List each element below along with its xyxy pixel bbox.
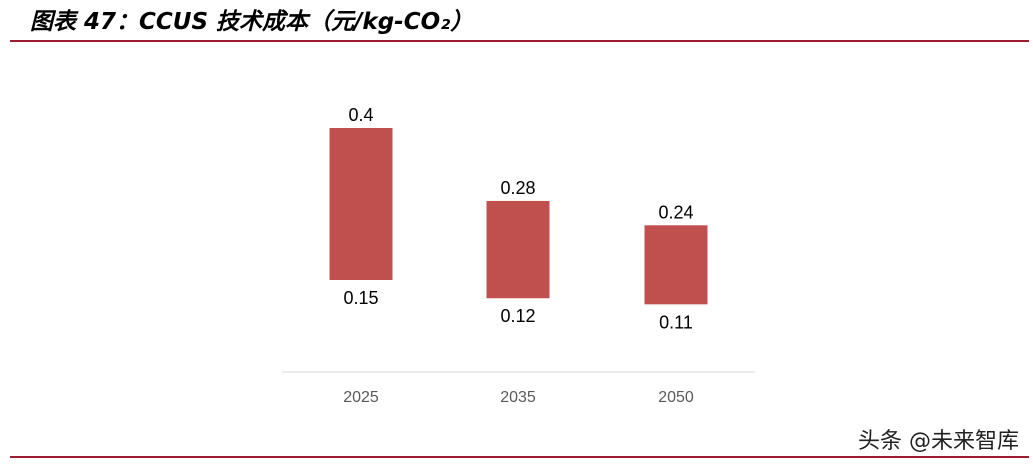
low-label-2050: 0.11 [659, 312, 693, 332]
bars-layer: 0.4 0.15 2025 0.28 0.12 2035 0.24 0.11 2050 [329, 105, 708, 406]
high-label-2035: 0.28 [500, 178, 535, 198]
top-divider [10, 40, 1029, 42]
bottom-divider [10, 456, 1029, 458]
bar-2050 [644, 225, 708, 305]
x-tick-2035: 2035 [500, 389, 536, 406]
high-label-2025: 0.4 [348, 105, 373, 125]
high-label-2050: 0.24 [658, 202, 693, 222]
watermark: 头条 @未来智库 [858, 429, 1019, 454]
bar-2035 [486, 200, 550, 299]
low-label-2025: 0.15 [343, 288, 378, 308]
bar-2025 [329, 128, 393, 280]
x-tick-2025: 2025 [343, 389, 379, 406]
chart-title: 图表 47：CCUS 技术成本（元/kg-CO₂） [30, 9, 474, 35]
x-tick-2050: 2050 [658, 389, 694, 406]
low-label-2035: 0.12 [500, 306, 535, 326]
